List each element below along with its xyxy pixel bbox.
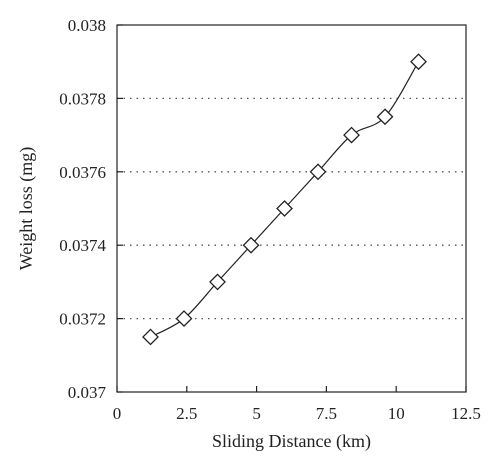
y-tick-label: 0.0374 [59, 236, 106, 255]
data-point-marker [343, 126, 360, 144]
plot-area [116, 24, 467, 393]
series-line [150, 61, 420, 338]
data-point-marker [209, 273, 226, 291]
axis-ticks: 0.037 0.0372 0.0374 0.0376 0.0378 0.038 0 2.5 5 7… [59, 16, 481, 423]
y-tick-label: 0.0372 [59, 310, 106, 329]
x-tick-label: 0 [113, 404, 122, 423]
data-point-marker [142, 328, 159, 346]
y-tick-label: 0.0376 [59, 163, 106, 182]
data-point-marker [309, 163, 327, 181]
data-point-marker [410, 53, 427, 71]
data-point-marker [175, 310, 193, 328]
data-point-marker [242, 236, 260, 254]
x-axis-title: Sliding Distance (km) [212, 431, 371, 452]
x-tick-label: 10 [388, 404, 405, 423]
x-tick-label: 2.5 [176, 404, 197, 423]
x-tick-label: 12.5 [451, 404, 481, 423]
y-tick-label: 0.0378 [59, 89, 106, 108]
series [142, 53, 427, 346]
y-tick-label: 0.037 [68, 383, 107, 402]
data-point-marker [276, 200, 293, 217]
data-point-marker [376, 108, 394, 126]
y-tick-label: 0.038 [68, 16, 106, 35]
y-axis-title: Weight loss (mg) [16, 147, 37, 271]
x-tick-label: 5 [252, 404, 261, 423]
x-tick-label: 7.5 [316, 404, 337, 423]
